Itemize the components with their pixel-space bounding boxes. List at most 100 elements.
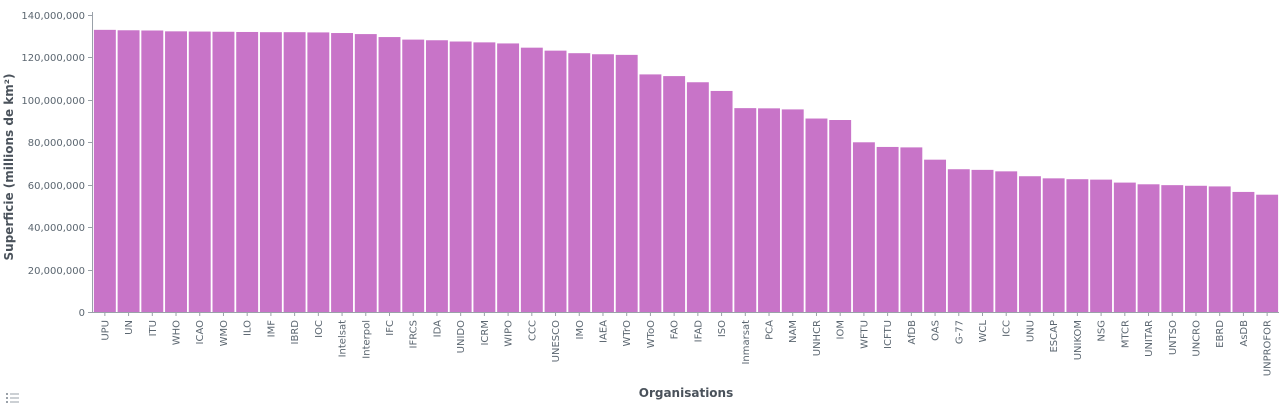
x-tick-label: ISO: [717, 320, 728, 337]
bar: [710, 90, 733, 312]
bar: [1256, 194, 1279, 312]
x-tick-label: ICC: [1002, 320, 1013, 337]
bar: [781, 109, 804, 313]
x-tick-label: NAM: [788, 320, 799, 343]
bar: [93, 29, 116, 312]
bar: [117, 30, 140, 313]
x-tick-label: IOM: [836, 320, 847, 339]
bar: [259, 32, 282, 313]
bar: [402, 39, 425, 313]
x-tick-label: UNESCO: [551, 320, 562, 362]
y-axis-title: Superficie (millions de km²): [2, 74, 16, 261]
bar: [331, 33, 354, 312]
bar: [165, 31, 187, 313]
x-tick-label: AfDB: [907, 320, 918, 345]
x-tick-label: Inmarsat: [741, 320, 752, 365]
x-tick-label: IAEA: [598, 320, 609, 343]
x-tick-label: ICFTU: [883, 320, 894, 349]
x-tick-label: NSG: [1097, 320, 1108, 342]
x-tick-label: UNITAR: [1144, 320, 1155, 357]
x-tick-label: PCA: [765, 320, 776, 340]
x-tick-label: IFAD: [693, 320, 704, 343]
list-icon-glyph: [6, 393, 19, 403]
y-tick-label: 20,000,000: [28, 266, 85, 277]
x-tick-label: UNCRO: [1191, 320, 1202, 357]
list-icon[interactable]: [6, 389, 20, 403]
x-tick-label: UNIKOM: [1073, 320, 1084, 360]
x-tick-label: WMO: [219, 320, 230, 347]
x-tick-label: IMO: [575, 320, 586, 340]
bar: [971, 169, 994, 312]
x-tick-label: ICRM: [480, 320, 491, 346]
x-tick-label: WHO: [172, 320, 183, 345]
y-tick-label: 40,000,000: [28, 223, 85, 234]
bar: [283, 32, 306, 313]
x-tick-label: IFC: [385, 320, 396, 336]
x-tick-label: UNIDO: [456, 320, 467, 353]
bar: [425, 40, 448, 312]
x-axis-title: Organisations: [639, 386, 733, 400]
bar: [1232, 191, 1255, 312]
bar: [1066, 179, 1089, 312]
x-tick-label: G-77: [954, 320, 965, 344]
bar: [378, 37, 401, 313]
bar: [852, 142, 875, 312]
bar: [1208, 186, 1231, 312]
y-axis: 0 20,000,000 40,000,000 60,000,000 80,000,00…: [21, 11, 93, 319]
x-tick-label: AsDB: [1239, 320, 1250, 347]
y-tick-label: 120,000,000: [21, 53, 85, 64]
x-tick-label: WToO: [646, 320, 657, 348]
x-tick-label: IDA: [432, 320, 443, 337]
x-tick-label: EBRD: [1215, 320, 1226, 348]
x-tick-label: ICAO: [195, 320, 206, 345]
bar: [758, 108, 780, 312]
bar: [734, 108, 757, 312]
x-tick-label: ITU: [148, 320, 159, 336]
x-tick-label: MTCR: [1120, 320, 1131, 348]
x-tick-label: FAO: [670, 320, 681, 339]
bar: [1137, 184, 1160, 312]
bar: [995, 171, 1018, 312]
bar: [1090, 179, 1113, 312]
bar: [212, 31, 235, 312]
x-tick-label: UNTSO: [1168, 320, 1179, 355]
y-tick-label: 0: [79, 308, 85, 319]
bar: [473, 42, 496, 313]
bar: [497, 43, 520, 313]
x-tick-label: Intelsat: [338, 320, 349, 357]
bars-group: [93, 29, 1279, 313]
bar: [829, 120, 852, 312]
bar: [900, 147, 923, 312]
x-tick-label: UN: [124, 320, 135, 335]
x-tick-label: ESCAP: [1049, 320, 1060, 353]
x-tick-label: IMF: [266, 320, 277, 338]
bar: [615, 54, 638, 312]
x-tick-label: OAS: [931, 320, 942, 341]
bar: [1018, 176, 1041, 312]
bar: [141, 30, 164, 313]
x-tick-label: WIPO: [504, 320, 515, 347]
bar: [1161, 185, 1184, 312]
bar: [924, 159, 947, 312]
bar: [520, 47, 543, 313]
x-tick-label: UNU: [1025, 320, 1036, 342]
bar: [639, 74, 662, 313]
bar: [1113, 182, 1136, 312]
y-tick-label: 60,000,000: [28, 181, 85, 192]
bar: [592, 54, 614, 312]
bar: [568, 53, 591, 312]
bar: [1042, 178, 1065, 312]
x-axis: UPU UN ITU WHO ICAO WMO ILO IMF IBRD IOC Intelsat I…: [92, 312, 1279, 376]
x-tick-label: WFTU: [859, 320, 870, 349]
x-tick-label: IFRCS: [409, 320, 420, 348]
x-tick-label: UPU: [100, 320, 111, 341]
bar: [354, 34, 377, 313]
x-tick-label: IBRD: [290, 320, 301, 345]
bar: [663, 76, 686, 312]
x-tick-label: Interpol: [361, 320, 372, 359]
x-tick-label: WCL: [978, 320, 989, 343]
bar: [805, 118, 828, 312]
y-tick-label: 140,000,000: [21, 11, 85, 22]
x-tick-label: UNHCR: [812, 320, 823, 356]
